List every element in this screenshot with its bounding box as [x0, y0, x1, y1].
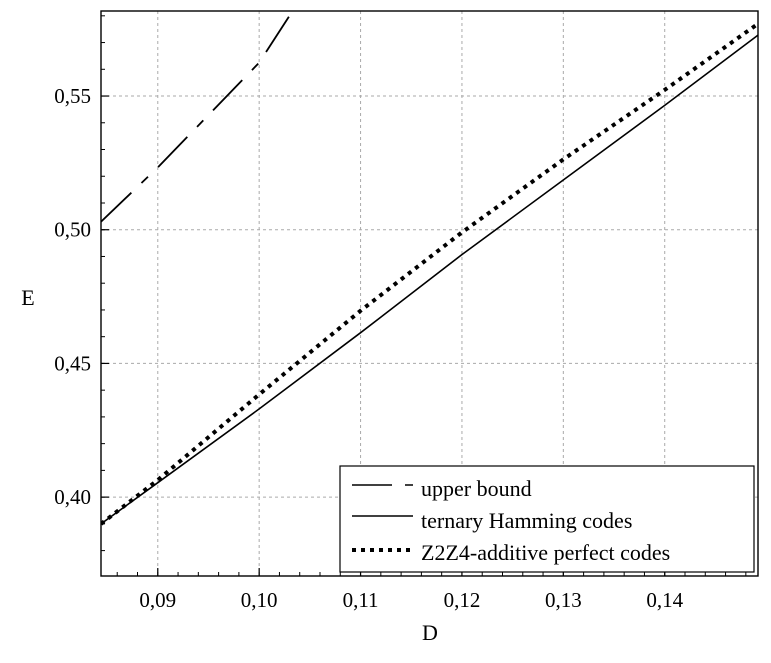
- x-axis-label: D: [422, 620, 438, 645]
- x-tick-label: 0,10: [241, 588, 278, 612]
- y-tick-labels: 0,40 0,45 0,50 0,55: [54, 84, 91, 509]
- y-tick-label: 0,40: [54, 485, 91, 509]
- plot-frame: [100, 10, 759, 577]
- series-line-2: [101, 22, 758, 526]
- y-tick-label: 0,50: [54, 218, 91, 242]
- y-axis-label: E: [21, 285, 34, 310]
- x-tick-labels: 0,09 0,10 0,11 0,12 0,13 0,14: [139, 588, 683, 612]
- legend-label-z2z4-perfect: Z2Z4-additive perfect codes: [421, 540, 670, 565]
- series-layer: [101, 11, 758, 526]
- series-line-0: [101, 11, 294, 223]
- y-tick-label: 0,45: [54, 351, 91, 375]
- x-tick-label: 0,09: [139, 588, 176, 612]
- legend-label-upper-bound: upper bound: [421, 476, 532, 501]
- y-tick-label: 0,55: [54, 84, 91, 108]
- legend-box: [339, 465, 755, 573]
- x-tick-label: 0,11: [343, 588, 379, 612]
- legend-label-ternary-hamming: ternary Hamming codes: [421, 508, 632, 533]
- x-tick-label: 0,14: [646, 588, 683, 612]
- x-tick-label: 0,12: [444, 588, 481, 612]
- series-line-1: [101, 34, 758, 525]
- x-tick-label: 0,13: [545, 588, 582, 612]
- legend: upper bound ternary Hamming codes Z2Z4-a…: [339, 465, 755, 573]
